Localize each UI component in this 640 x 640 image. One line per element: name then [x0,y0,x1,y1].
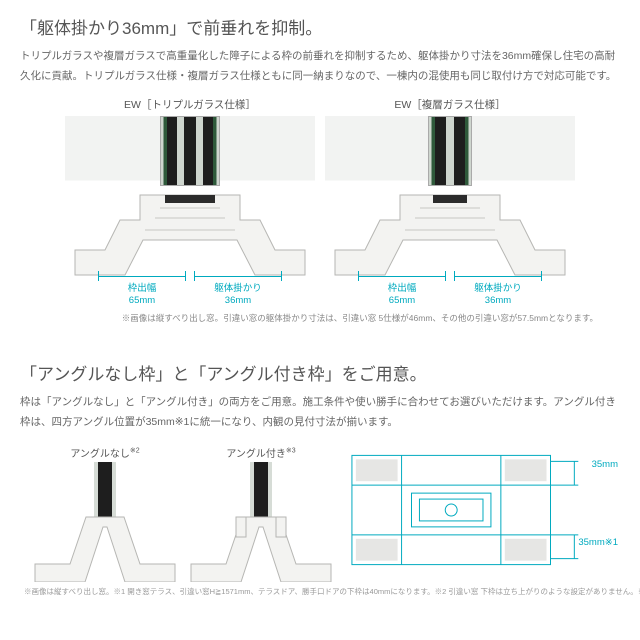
dimension-value: 65mm [358,295,446,306]
dimension-row: 枠出幅 65mm 躯体掛かり 36mm [65,271,315,306]
angle-svg [186,462,336,582]
dimension-value: 36mm [194,295,282,306]
figure-title-text: アングルなし [70,449,130,460]
dimension-bar [194,271,282,281]
diagram-svg [342,445,620,575]
dimension-label: 枠出幅 [98,283,186,295]
figure-gallery-1: EW［トリプルガラス仕様］ 枠出幅 65mm [20,97,620,306]
dimension-35-bottom: 35mm※1 [578,537,618,548]
glass-stack-icon [428,116,472,186]
angle-profile-image [30,462,180,582]
headline-2: 「アングルなし枠」と「アングル付き枠」をご用意。 [20,346,620,393]
section-angle-frame: 「アングルなし枠」と「アングル付き枠」をご用意。 枠は「アングルなし」と「アング… [0,346,640,582]
figure-title-sup: ※2 [130,447,140,454]
figure-double-glass: EW［複層ガラス仕様］ 枠出幅 65mm [325,97,575,306]
dimension-body-overlap: 躯体掛かり 36mm [454,271,542,306]
dimension-35-top: 35mm [592,459,618,470]
dimension-bar [454,271,542,281]
glass-stack-icon [160,116,220,186]
description-2: 枠は「アングルなし」と「アングル付き」の両方をご用意。施工条件や使い勝手に合わせ… [20,393,620,437]
dimension-frame-width: 枠出幅 65mm [358,271,446,306]
window-cutaway-image: 枠出幅 65mm 躯体掛かり 36mm [65,116,315,306]
footnote-2: ※画像は縦すべり出し窓。※1 開き窓テラス、引違い窓H≧1571mm、テラスドア… [0,582,640,597]
dimension-label: 躯体掛かり [454,283,542,295]
figure-no-angle: アングルなし※2 [30,445,180,582]
figure-title: アングルなし※2 [30,445,180,460]
dimension-bar [98,271,186,281]
figure-title-sup: ※3 [286,447,296,454]
figure-with-angle: アングル付き※3 [186,445,336,582]
figure-title: アングル付き※3 [186,445,336,460]
dimension-frame-width: 枠出幅 65mm [98,271,186,306]
dimension-value: 36mm [454,295,542,306]
figure-title: EW［トリプルガラス仕様］ [124,97,256,112]
figure-triple-glass: EW［トリプルガラス仕様］ 枠出幅 65mm [65,97,315,306]
footnote-1: ※画像は縦すべり出し窓。引違い窓の躯体掛かり寸法は、引違い窓 5仕様が46mm、… [20,306,620,324]
dimension-bar [358,271,446,281]
figure-title: EW［複層ガラス仕様］ [394,97,505,112]
frame-svg [65,180,315,280]
headline-1: 「躯体掛かり36mm」で前垂れを抑制。 [20,0,620,47]
figure-gallery-2: アングルなし※2 アングル付き※3 [20,445,620,582]
dimension-row: 枠出幅 65mm 躯体掛かり 36mm [325,271,575,306]
angle-profile-image [186,462,336,582]
figure-title-text: アングル付き [226,449,286,460]
frame-profile [325,180,575,280]
description-1: トリプルガラスや複層ガラスで高重量化した障子による枠の前垂れを抑制するため、躯体… [20,47,620,91]
frame-svg [325,180,575,280]
dimension-label: 躯体掛かり [194,283,282,295]
angle-svg [30,462,180,582]
frame-profile [65,180,315,280]
dimension-label: 枠出幅 [358,283,446,295]
dimension-body-overlap: 躯体掛かり 36mm [194,271,282,306]
window-cutaway-image: 枠出幅 65mm 躯体掛かり 36mm [325,116,575,306]
section-frame-depth: 「躯体掛かり36mm」で前垂れを抑制。 トリプルガラスや複層ガラスで高重量化した… [0,0,640,324]
technical-diagram: 35mm 35mm※1 [342,445,620,575]
dimension-value: 65mm [98,295,186,306]
